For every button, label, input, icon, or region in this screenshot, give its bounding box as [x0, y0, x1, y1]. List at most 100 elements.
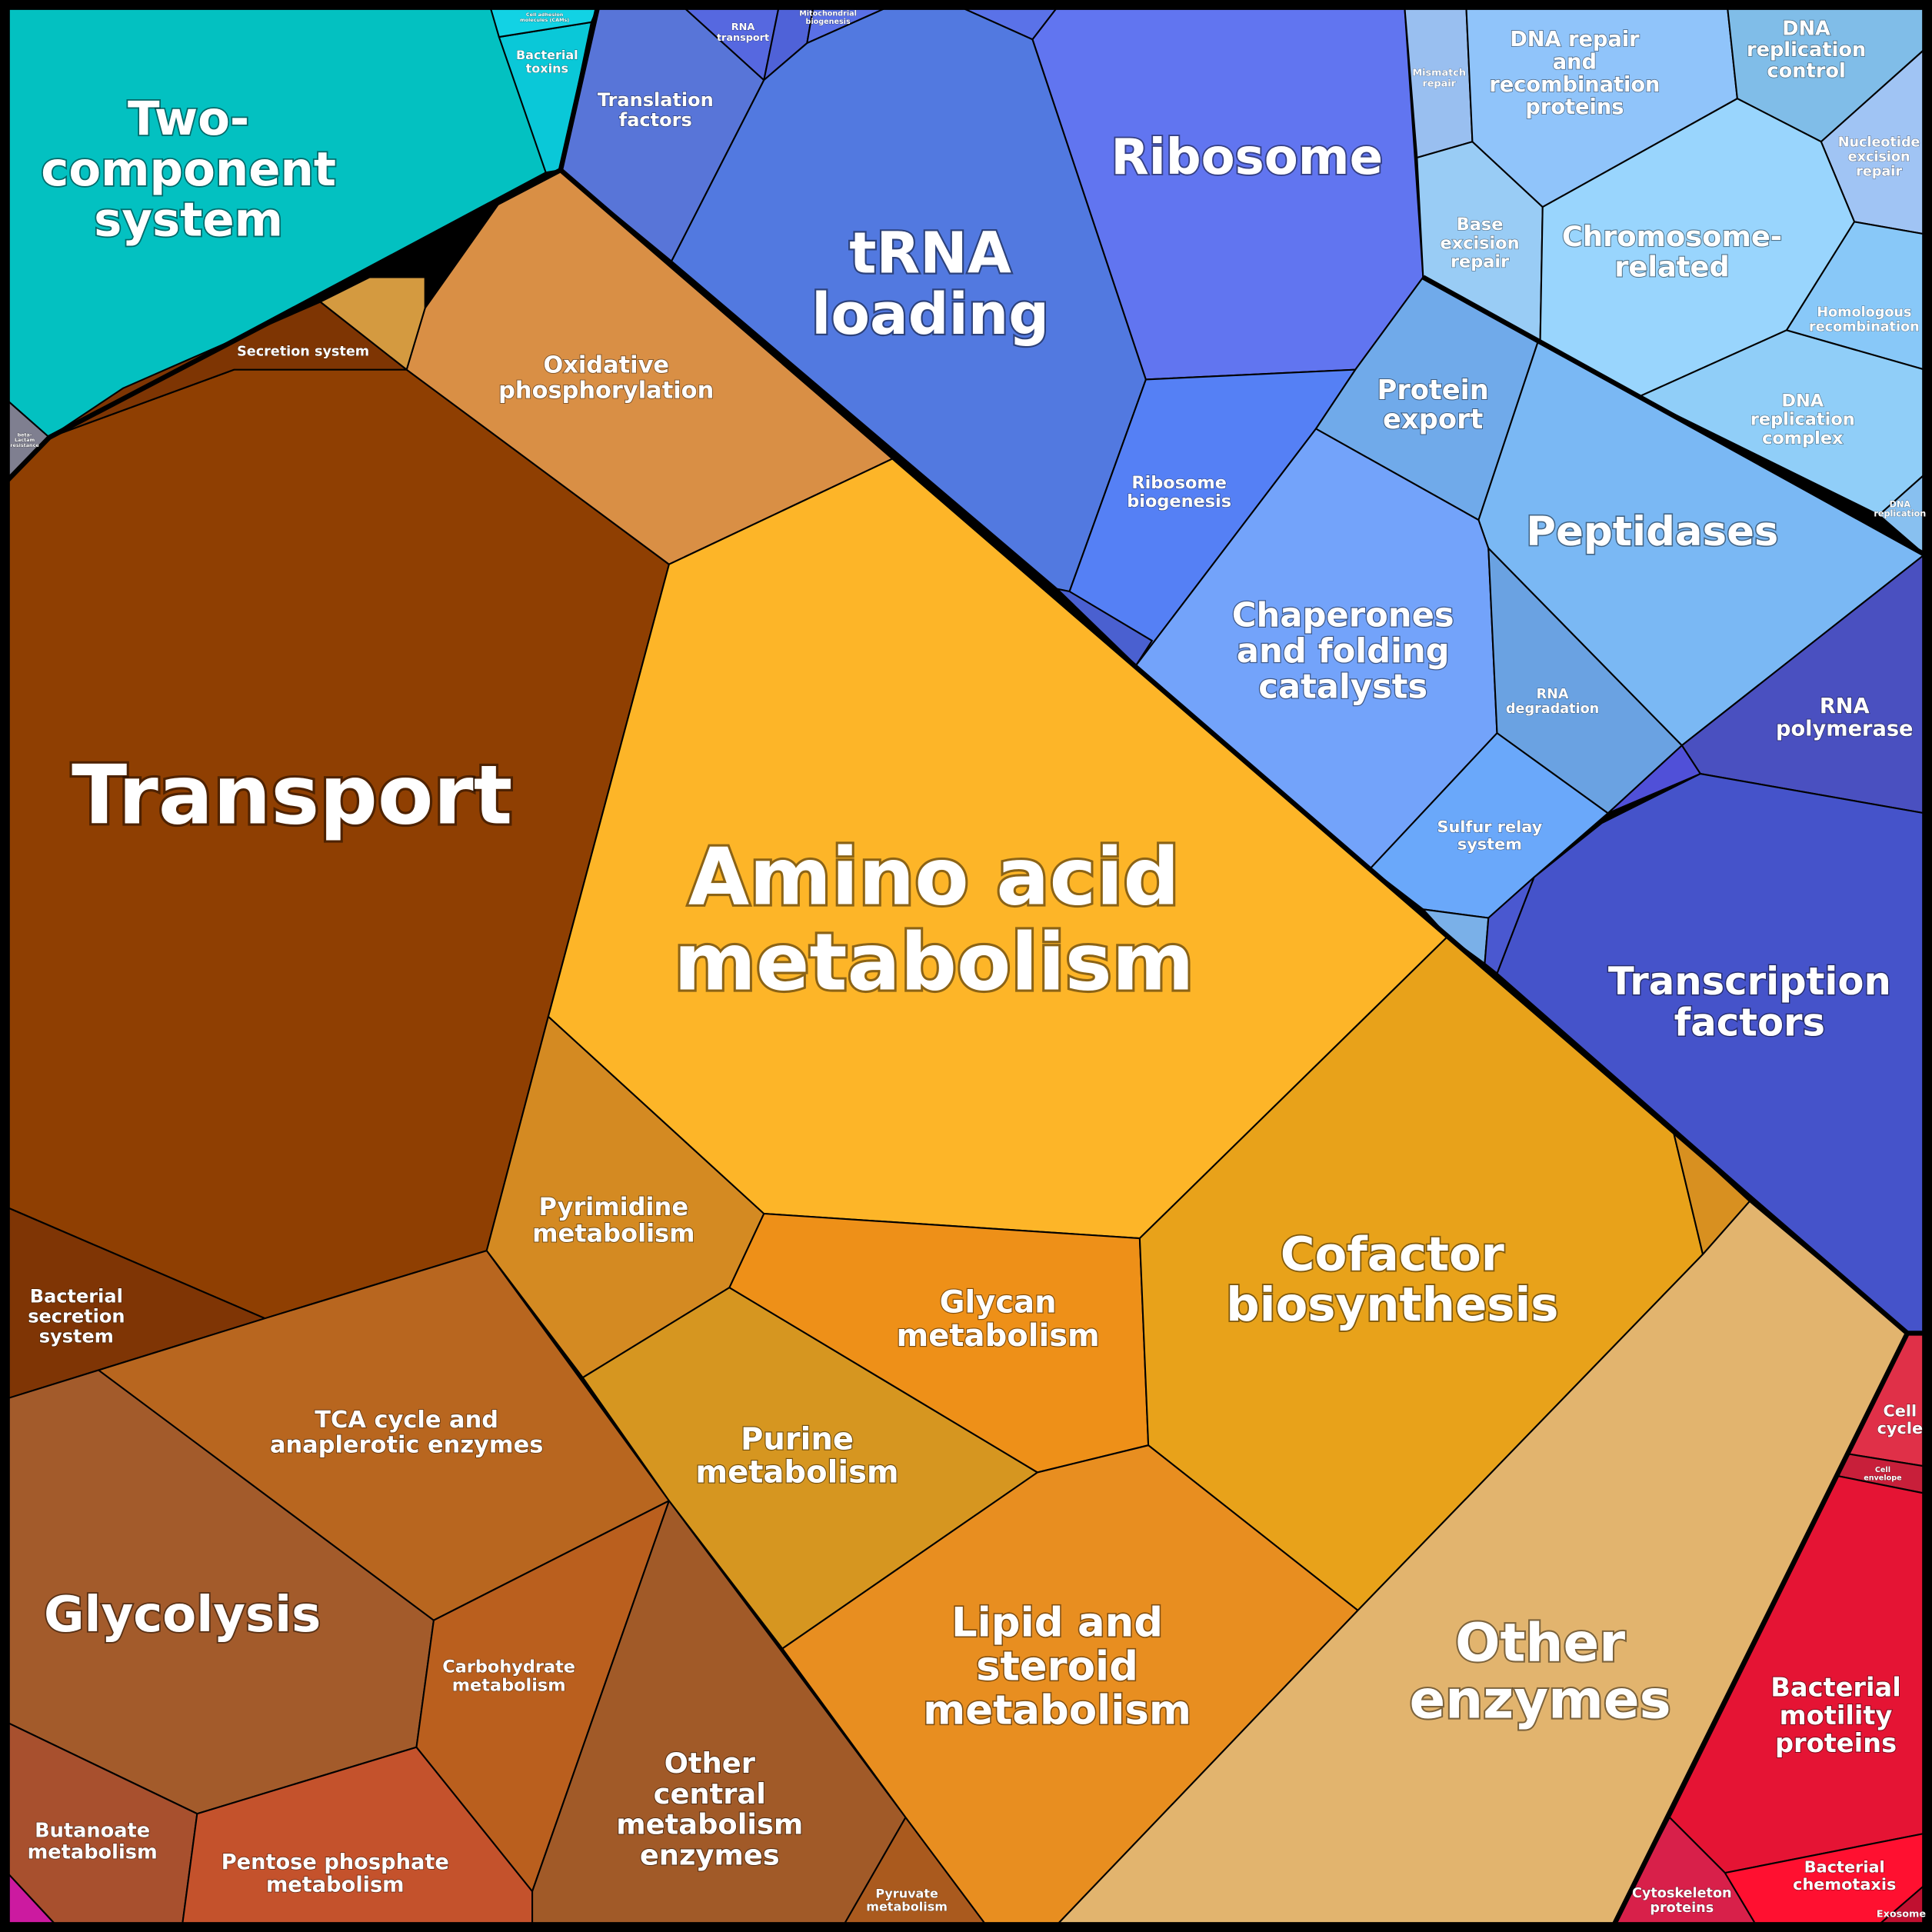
label-line: Nucleotide — [1838, 135, 1920, 151]
label-line: system — [39, 1325, 114, 1347]
label-line: Sulfur relay — [1437, 818, 1542, 836]
group-border — [1611, 1331, 1925, 1926]
label-line: steroid — [976, 1643, 1138, 1690]
cell-label: Chromosome-related — [1562, 220, 1782, 284]
label-line: system — [94, 193, 283, 248]
label-line: DNA — [1782, 17, 1830, 40]
label-line: repair — [1856, 165, 1902, 180]
label-line: central — [654, 1777, 766, 1810]
cell-label: Nucleotide excision repair — [1838, 135, 1920, 180]
label-line: molecules (CAMs) — [520, 17, 569, 23]
label-line: secretion — [28, 1305, 125, 1327]
label-line: metabolism — [28, 1840, 158, 1864]
label-line: excision — [1848, 150, 1910, 165]
label-line: Carbohydrate — [442, 1657, 575, 1677]
label-line: Exosome — [1877, 1908, 1927, 1920]
label-line: proteins — [1650, 1900, 1714, 1916]
label-line: polymerase — [1776, 718, 1914, 741]
cell-label: Bacterial toxins — [516, 48, 578, 75]
label-line: Cell — [1875, 1466, 1890, 1474]
label-line: Secretion system — [237, 345, 369, 360]
label-line: excision — [1441, 233, 1520, 253]
label-line: DNA — [1890, 500, 1911, 510]
label-line: Ribosome — [1111, 129, 1383, 186]
cell-label: Transport — [72, 748, 512, 842]
label-line: TCA cycle and — [315, 1407, 498, 1434]
label-line: complex — [1762, 428, 1844, 448]
label-line: tRNA — [849, 221, 1011, 286]
cell — [1607, 744, 1701, 814]
label-line: metabolism — [866, 1900, 948, 1914]
cell-label: Amino acid metabolism — [674, 832, 1194, 1009]
cell-label: Cofactor biosynthesis — [1226, 1227, 1558, 1332]
cell — [98, 1250, 670, 1621]
label-line: beta- — [18, 431, 32, 438]
label-line: metabolism — [897, 1318, 1100, 1354]
label-line: system — [1457, 835, 1522, 854]
cell-label: Glycolysis — [44, 1587, 321, 1644]
label-line: factors — [619, 109, 692, 131]
cell-label: Pentose phosphate metabolism — [222, 1850, 449, 1897]
cell-label: Chaperones and folding catalysts — [1232, 596, 1454, 706]
cell-label: Base excision repair — [1441, 215, 1520, 271]
label-line: biogenesis — [805, 18, 851, 26]
cell-label: RNA degradation — [1506, 687, 1599, 717]
cell-label: beta-Lactam resistance — [10, 431, 39, 448]
label-line: anaplerotic enzymes — [270, 1432, 543, 1459]
label-line: proteins — [1775, 1728, 1897, 1758]
cell-label: Carbohydrate metabolism — [442, 1657, 575, 1696]
label-line: Mismatch — [1412, 67, 1466, 78]
group-border — [5, 6, 601, 483]
cell — [319, 276, 426, 371]
label-line: Protein — [1377, 375, 1489, 406]
label-line: Cell adhesion — [526, 12, 564, 18]
label-line: Bacterial — [1804, 1857, 1885, 1876]
label-line: Lipid and — [951, 1599, 1163, 1646]
label-line: biogenesis — [1127, 491, 1231, 511]
cell-label: Bacterial secretion system — [28, 1285, 125, 1347]
label-line: replication — [1874, 509, 1926, 519]
label-line: Transport — [72, 748, 512, 842]
label-line: resistance — [10, 442, 39, 448]
cell-label: Ribosome biogenesis — [1127, 473, 1231, 511]
cell-label: DNA replication — [1874, 500, 1926, 519]
label-line: Glycolysis — [44, 1587, 321, 1644]
cell-label: Butanoate metabolism — [28, 1820, 158, 1864]
label-line: Two- — [128, 92, 249, 146]
label-line: enzymes — [640, 1838, 780, 1871]
label-line: Mitochondrial — [799, 10, 857, 18]
label-line: biosynthesis — [1226, 1277, 1558, 1332]
label-line: Oxidative — [543, 351, 669, 378]
label-line: metabolism — [266, 1873, 405, 1897]
label-line: chemotaxis — [1793, 1875, 1896, 1894]
cell — [1484, 876, 1535, 974]
label-line: Transcription — [1608, 959, 1891, 1004]
cell-label: Pyruvate metabolism — [866, 1886, 948, 1914]
label-line: Bacterial — [516, 48, 578, 62]
label-line: DNA — [1781, 391, 1824, 411]
label-line: recombination — [1809, 320, 1920, 335]
cell-label: Transcription factors — [1608, 959, 1891, 1045]
label-line: Bacterial — [30, 1285, 123, 1307]
cell-label: Other central metabolism enzymes — [616, 1747, 803, 1871]
cell-label: TCA cycle and anaplerotic enzymes — [270, 1407, 543, 1459]
label-line: Cofactor — [1281, 1227, 1504, 1281]
label-line: repair — [1422, 78, 1456, 89]
label-line: Ribosome — [1131, 473, 1227, 493]
label-line: Cell — [1884, 1402, 1917, 1421]
cell-label: Translation factors — [598, 89, 714, 131]
label-line: factors — [1674, 1001, 1825, 1045]
label-line: transport — [717, 32, 769, 44]
cell-label: Mismatch repair — [1412, 67, 1466, 89]
cell-label: DNA replication control — [1747, 17, 1866, 82]
group-border — [558, 168, 1910, 1335]
label-line: degradation — [1506, 701, 1599, 717]
label-line: Bacterial — [1770, 1672, 1900, 1702]
cell-label: tRNA loading — [811, 221, 1049, 348]
label-line: Pentose phosphate — [222, 1850, 449, 1874]
label-line: control — [1767, 60, 1845, 83]
label-line: RNA — [1537, 687, 1569, 702]
label-line: RNA — [1820, 695, 1870, 718]
label-line: Base — [1457, 215, 1504, 235]
